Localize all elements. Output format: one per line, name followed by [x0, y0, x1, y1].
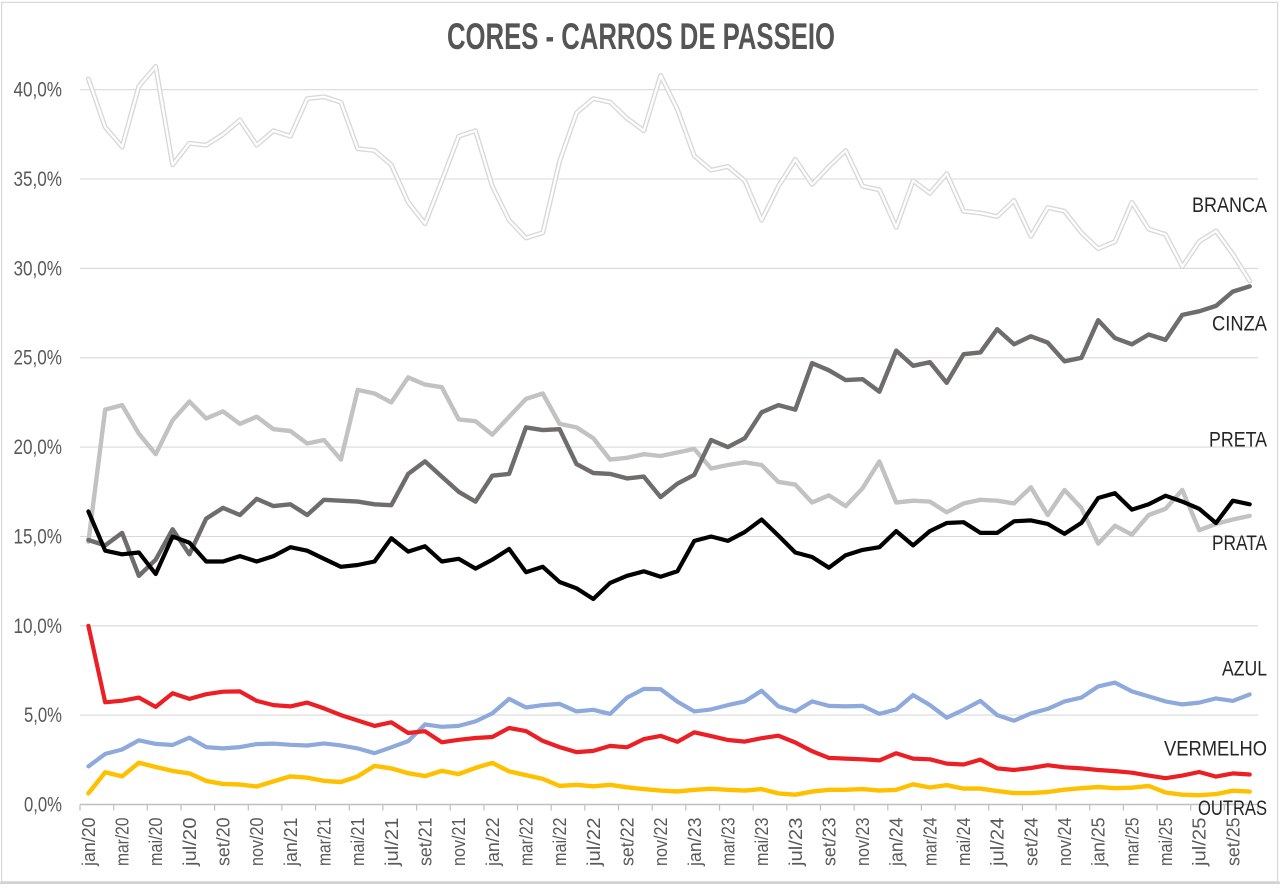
svg-text:mar/25: mar/25	[1122, 818, 1142, 867]
svg-text:AZUL: AZUL	[1222, 658, 1267, 681]
svg-text:nov/24: nov/24	[1055, 818, 1075, 867]
svg-text:jan/21: jan/21	[281, 818, 301, 867]
svg-text:OUTRAS: OUTRAS	[1198, 797, 1267, 820]
svg-text:CINZA: CINZA	[1212, 313, 1267, 336]
svg-text:mai/25: mai/25	[1156, 818, 1176, 867]
svg-text:mai/21: mai/21	[348, 818, 368, 867]
svg-text:jan/25: jan/25	[1089, 818, 1109, 867]
svg-text:10,0%: 10,0%	[14, 615, 63, 638]
svg-text:nov/20: nov/20	[247, 818, 267, 867]
svg-text:mar/21: mar/21	[315, 818, 335, 867]
svg-text:mai/20: mai/20	[146, 818, 166, 867]
svg-text:mar/24: mar/24	[920, 818, 940, 867]
svg-text:mai/23: mai/23	[752, 818, 772, 867]
svg-text:set/25: set/25	[1223, 818, 1243, 867]
svg-text:nov/22: nov/22	[651, 818, 671, 867]
svg-text:PRETA: PRETA	[1209, 429, 1267, 452]
svg-text:jul/24: jul/24	[988, 818, 1008, 868]
svg-text:jan/24: jan/24	[887, 818, 907, 867]
svg-text:jul/25: jul/25	[1190, 818, 1210, 868]
svg-text:jan/20: jan/20	[79, 818, 99, 867]
svg-text:0,0%: 0,0%	[24, 794, 62, 817]
svg-text:PRATA: PRATA	[1212, 532, 1267, 555]
svg-text:jan/22: jan/22	[483, 818, 503, 867]
svg-text:5,0%: 5,0%	[24, 704, 62, 727]
svg-text:jul/20: jul/20	[180, 818, 200, 868]
svg-text:set/21: set/21	[416, 818, 436, 867]
svg-text:set/22: set/22	[618, 818, 638, 867]
svg-text:40,0%: 40,0%	[14, 79, 63, 102]
svg-text:nov/23: nov/23	[853, 818, 873, 867]
svg-text:jan/23: jan/23	[685, 818, 705, 867]
svg-text:mai/22: mai/22	[550, 818, 570, 867]
svg-text:set/23: set/23	[819, 818, 839, 867]
svg-text:CORES - CARROS DE PASSEIO: CORES - CARROS DE PASSEIO	[447, 16, 835, 57]
svg-text:mai/24: mai/24	[954, 818, 974, 867]
svg-text:set/24: set/24	[1021, 818, 1041, 867]
svg-text:jul/22: jul/22	[584, 818, 604, 868]
svg-text:mar/20: mar/20	[113, 818, 133, 867]
svg-text:BRANCA: BRANCA	[1192, 194, 1267, 217]
svg-text:jul/23: jul/23	[786, 818, 806, 868]
svg-text:mar/22: mar/22	[517, 818, 537, 867]
svg-text:20,0%: 20,0%	[14, 436, 63, 459]
svg-text:nov/21: nov/21	[449, 818, 469, 867]
svg-text:jul/21: jul/21	[382, 818, 402, 868]
svg-text:25,0%: 25,0%	[14, 347, 63, 370]
svg-text:30,0%: 30,0%	[14, 257, 63, 280]
svg-text:35,0%: 35,0%	[14, 168, 63, 191]
svg-text:VERMELHO: VERMELHO	[1164, 738, 1267, 761]
svg-text:15,0%: 15,0%	[14, 526, 63, 549]
svg-text:set/20: set/20	[214, 818, 234, 867]
svg-text:mar/23: mar/23	[718, 818, 738, 867]
